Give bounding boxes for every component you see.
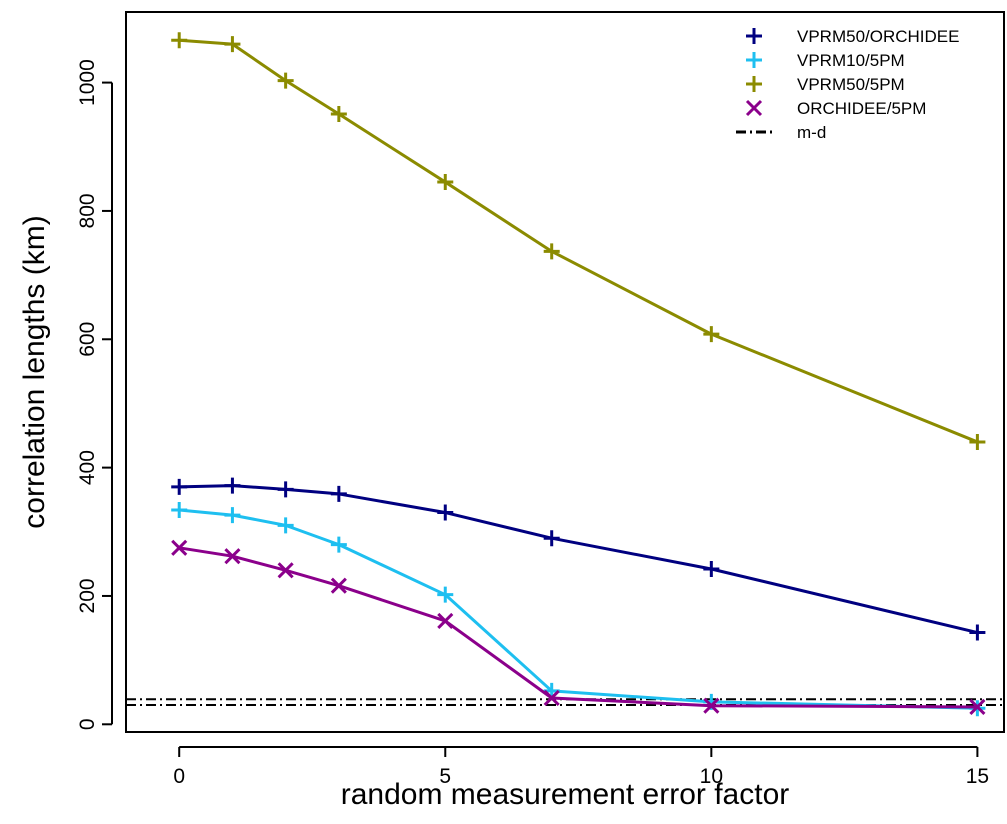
x-axis-title: random measurement error factor xyxy=(341,778,790,811)
data-point-vprm50-5pm xyxy=(277,72,294,89)
legend-label: VPRM50/ORCHIDEE xyxy=(797,27,959,46)
legend-label: ORCHIDEE/5PM xyxy=(797,99,926,118)
legend-label: VPRM10/5PM xyxy=(797,51,905,70)
series-vprm50-orchidee xyxy=(171,477,986,641)
plot-frame xyxy=(125,11,1005,733)
data-point-vprm50-orchidee xyxy=(224,477,241,494)
series-line-vprm10-5pm xyxy=(179,508,978,710)
data-point-orchidee-5pm xyxy=(543,689,560,707)
data-point-vprm50-5pm xyxy=(330,106,347,123)
data-point-vprm50-5pm xyxy=(224,36,241,53)
data-point-vprm50-orchidee xyxy=(171,478,188,495)
data-point-orchidee-5pm xyxy=(224,548,241,565)
data-point-vprm10-5pm xyxy=(224,507,241,524)
reference-lines xyxy=(126,698,1004,707)
data-point-orchidee-5pm xyxy=(969,698,986,716)
data-point-vprm50-orchidee xyxy=(969,624,986,641)
data-point-vprm10-5pm xyxy=(277,517,294,534)
y-tick-label: 0 xyxy=(76,718,99,730)
data-point-vprm50-orchidee xyxy=(703,561,720,578)
data-point-vprm50-orchidee xyxy=(277,481,294,498)
y-axis-title: correlation lengths (km) xyxy=(18,215,51,528)
y-tick-label: 1000 xyxy=(76,59,99,106)
data-point-vprm50-5pm xyxy=(171,32,188,49)
data-point-vprm50-orchidee xyxy=(330,485,347,502)
data-point-vprm50-5pm xyxy=(969,433,986,450)
x-tick-label: 5 xyxy=(439,765,451,788)
x-tick-label: 15 xyxy=(966,765,989,788)
data-point-vprm50-5pm xyxy=(543,243,560,260)
data-point-vprm10-5pm xyxy=(330,536,347,553)
x-tick-label: 10 xyxy=(700,765,723,788)
legend-marker xyxy=(746,76,762,92)
legend: VPRM50/ORCHIDEE VPRM10/5PM VPRM50/5PM ORCHI… xyxy=(736,27,959,142)
data-point-vprm10-5pm xyxy=(437,586,454,603)
series-line-vprm50-orchidee xyxy=(179,484,978,634)
legend-marker xyxy=(746,28,762,44)
legend-label: m-d xyxy=(797,123,826,142)
y-tick-label: 800 xyxy=(76,193,99,228)
series-orchidee-5pm xyxy=(171,539,986,716)
data-point-vprm50-5pm xyxy=(703,326,720,343)
series-line-vprm50-5pm xyxy=(179,38,978,444)
series-vprm50-5pm xyxy=(171,32,986,450)
y-tick-label: 600 xyxy=(76,322,99,357)
legend-label: VPRM50/5PM xyxy=(797,75,905,94)
data-point-vprm50-orchidee xyxy=(543,530,560,547)
x-tick-label: 0 xyxy=(173,765,185,788)
series-layer xyxy=(171,32,986,717)
y-axis: 0 200 400 600 800 1000 xyxy=(76,59,113,730)
legend-marker xyxy=(746,52,762,68)
data-point-vprm50-orchidee xyxy=(437,504,454,521)
x-axis: 0 5 10 15 xyxy=(173,746,989,788)
data-point-orchidee-5pm xyxy=(171,539,188,556)
data-point-orchidee-5pm xyxy=(277,562,294,579)
legend-marker xyxy=(745,99,763,117)
y-tick-label: 200 xyxy=(76,578,99,613)
data-point-vprm10-5pm xyxy=(171,501,188,518)
data-point-orchidee-5pm xyxy=(437,612,454,630)
data-point-vprm50-5pm xyxy=(437,174,454,191)
data-point-orchidee-5pm xyxy=(703,697,720,714)
y-tick-label: 400 xyxy=(76,450,99,485)
data-point-orchidee-5pm xyxy=(330,577,347,594)
series-vprm10-5pm xyxy=(171,501,986,717)
series-line-orchidee-5pm xyxy=(178,546,978,709)
